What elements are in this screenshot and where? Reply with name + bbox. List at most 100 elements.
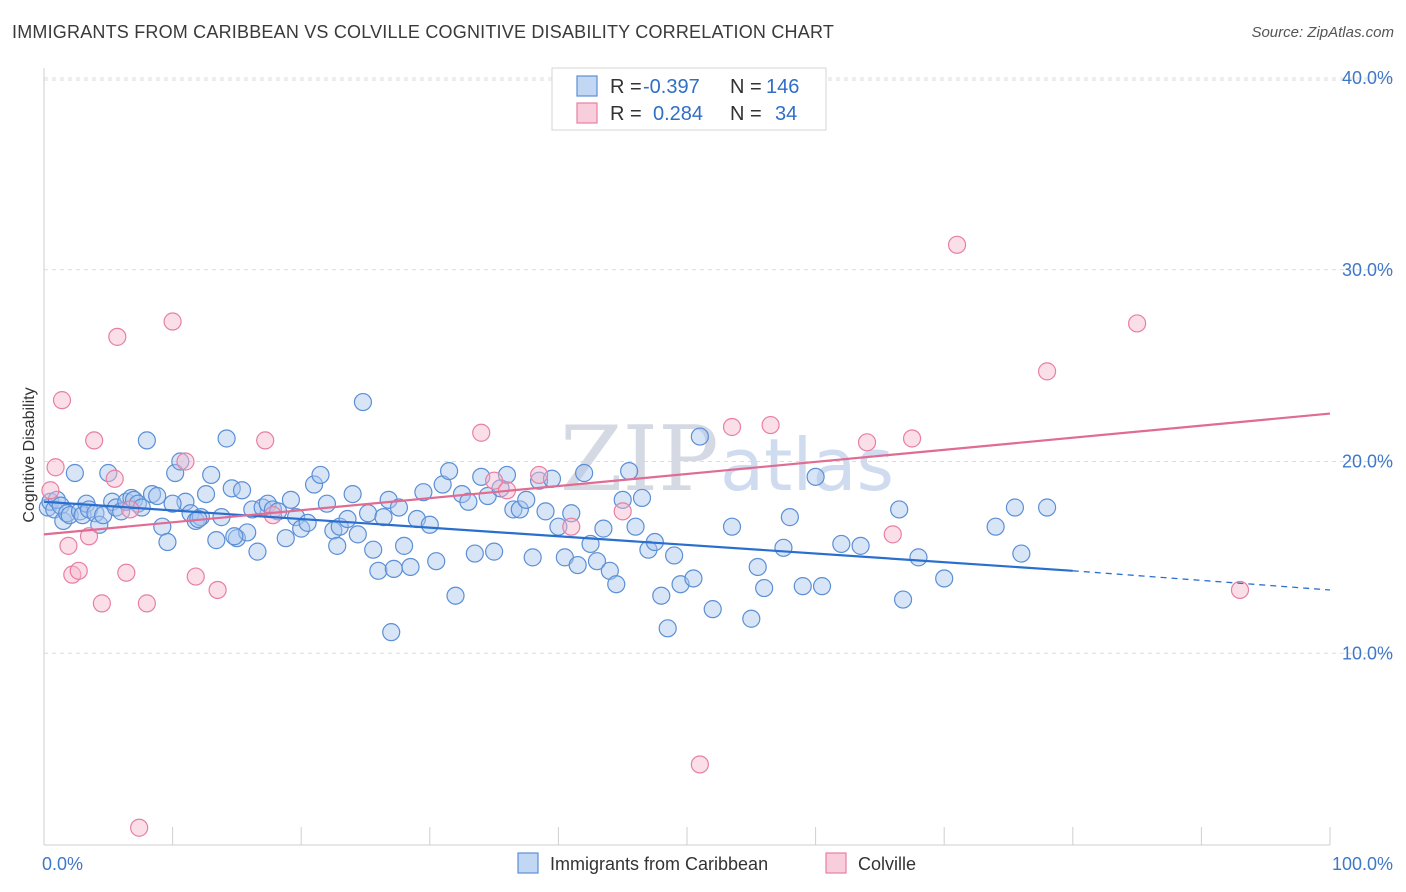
point-blue-90: [510, 500, 529, 519]
y-tick-label-0: 10.0%: [1342, 643, 1393, 663]
point-blue-98: [562, 504, 581, 523]
point-blue-121: [748, 557, 767, 577]
point-blue-30: [166, 463, 185, 483]
point-blue-138: [163, 494, 182, 513]
y-tick-label-2: 30.0%: [1342, 260, 1393, 280]
point-blue-8: [65, 463, 84, 483]
legend-n-value-0: 146: [766, 76, 799, 98]
legend-box: R = -0.397 N = 146 R = 0.284 N = 34: [551, 67, 827, 131]
x-tick-label-1: 100.0%: [1332, 854, 1393, 874]
point-blue-36: [196, 484, 216, 504]
point-blue-67: [369, 561, 388, 580]
point-blue-25: [137, 431, 156, 450]
point-blue-79: [439, 461, 459, 481]
legend-swatch-blue: [576, 75, 598, 97]
legend-r-value-0: -0.397: [643, 76, 700, 98]
point-blue-73: [401, 557, 420, 577]
point-blue-31: [171, 452, 190, 471]
point-pink-12: [121, 500, 140, 519]
watermark-atlas: atlas: [720, 423, 894, 507]
chart-title: IMMIGRANTS FROM CARIBBEAN VS COLVILLE CO…: [12, 22, 835, 42]
point-pink-7: [85, 431, 104, 450]
point-blue-124: [780, 508, 799, 527]
point-blue-69: [379, 490, 398, 509]
point-pink-3: [59, 536, 78, 555]
point-blue-100: [575, 463, 594, 483]
point-blue-63: [348, 525, 367, 544]
point-blue-56: [304, 475, 324, 494]
point-blue-120: [742, 609, 761, 628]
legend-r-label-0: R =: [610, 76, 642, 98]
point-blue-43: [232, 481, 252, 500]
point-blue-132: [909, 548, 928, 567]
point-pink-10: [108, 327, 127, 346]
y-tick-label-3: 40.0%: [1342, 68, 1393, 88]
source-label: Source: ZipAtlas.com: [1251, 24, 1394, 41]
point-blue-141: [328, 536, 347, 555]
point-pink-26: [613, 502, 632, 521]
point-blue-118: [703, 600, 722, 619]
x-tick-labels: 0.0% 100.0%: [42, 854, 1393, 874]
point-pink-30: [857, 433, 877, 452]
point-blue-117: [690, 427, 709, 446]
point-pink-2: [52, 391, 72, 410]
point-blue-61: [338, 509, 357, 529]
point-blue-92: [523, 548, 542, 567]
point-pink-36: [1230, 580, 1250, 600]
point-blue-109: [632, 488, 652, 508]
trend-line-blue: [43, 500, 1073, 572]
point-blue-83: [465, 544, 484, 563]
legend-n-label-0: N =: [730, 76, 762, 98]
data-points: [38, 235, 1250, 837]
point-pink-35: [1127, 314, 1147, 333]
point-blue-46: [248, 542, 267, 561]
point-blue-38: [207, 531, 226, 550]
bottom-legend: Immigrants from Caribbean Colville: [517, 852, 916, 874]
legend-frame: [551, 67, 827, 131]
point-pink-27: [690, 755, 709, 774]
point-pink-13: [130, 818, 149, 837]
point-blue-123: [774, 538, 793, 557]
point-blue-57: [311, 465, 330, 485]
point-pink-0: [41, 481, 60, 500]
point-blue-27: [148, 486, 167, 506]
bottom-legend-label-1: Colville: [858, 854, 916, 874]
point-blue-142: [382, 623, 401, 642]
point-blue-82: [459, 492, 478, 511]
point-blue-112: [652, 586, 671, 605]
point-pink-8: [92, 594, 111, 613]
point-pink-32: [902, 429, 922, 448]
point-blue-75: [414, 483, 433, 502]
point-blue-77: [427, 552, 446, 571]
point-blue-71: [389, 498, 409, 517]
point-blue-137: [1037, 498, 1057, 517]
x-tick-label-0: 0.0%: [42, 854, 83, 874]
point-blue-91: [517, 490, 536, 509]
axes: [43, 68, 1331, 846]
point-blue-135: [1005, 498, 1025, 517]
legend-n-label-1: N =: [730, 103, 762, 125]
point-pink-31: [883, 525, 902, 544]
point-blue-51: [276, 529, 295, 548]
point-pink-21: [472, 423, 491, 442]
trend-line-blue-extension: [1072, 570, 1331, 591]
point-blue-122: [755, 578, 774, 598]
point-pink-14: [137, 594, 156, 613]
point-pink-6: [79, 527, 99, 546]
point-blue-103: [594, 519, 613, 538]
point-pink-11: [117, 563, 136, 582]
point-blue-58: [317, 494, 337, 513]
point-blue-102: [587, 552, 607, 571]
point-blue-130: [890, 500, 909, 519]
point-blue-89: [504, 500, 523, 519]
bottom-legend-swatch-pink: [825, 852, 847, 874]
point-pink-25: [562, 517, 581, 536]
watermark-zip: ZIP: [560, 407, 719, 512]
point-blue-80: [446, 586, 465, 605]
point-blue-40: [217, 429, 236, 448]
point-blue-108: [626, 517, 645, 536]
legend-r-label-1: R =: [610, 103, 642, 125]
watermark: ZIP atlas: [560, 407, 894, 512]
point-blue-107: [620, 461, 639, 481]
point-blue-52: [281, 490, 301, 509]
